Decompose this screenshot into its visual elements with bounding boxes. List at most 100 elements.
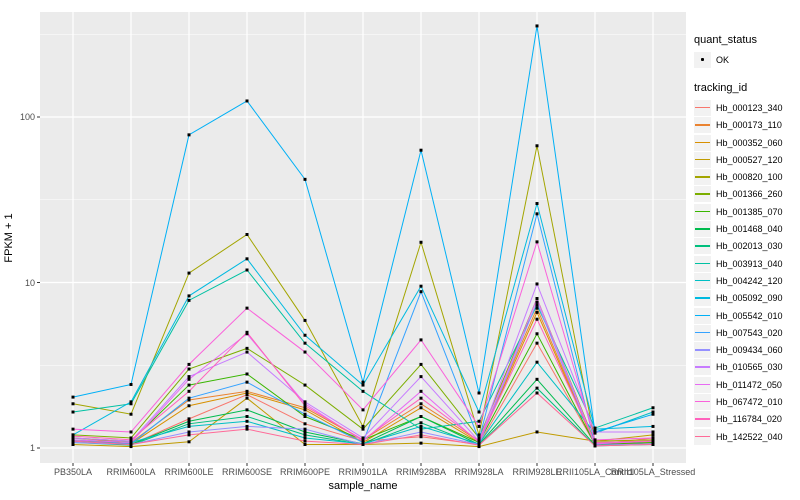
data-point xyxy=(535,341,539,345)
data-point xyxy=(361,424,365,428)
legend-item-Hb_000123_340: Hb_000123_340 xyxy=(694,99,800,116)
data-point xyxy=(361,389,365,393)
legend-item-Hb_000352_060: Hb_000352_060 xyxy=(694,134,800,151)
legend-line-swatch xyxy=(695,314,710,316)
data-point xyxy=(245,257,249,261)
y-tick-label: 100 xyxy=(19,112,35,122)
data-point xyxy=(419,362,423,366)
data-point xyxy=(419,433,423,437)
legend-item-label: Hb_142522_040 xyxy=(716,431,783,442)
legend-line-swatch xyxy=(695,400,710,403)
data-point xyxy=(303,341,307,345)
data-point xyxy=(245,396,249,400)
legend-key xyxy=(694,411,711,428)
legend-item-Hb_005542_010: Hb_005542_010 xyxy=(694,307,800,324)
data-point xyxy=(419,148,423,152)
legend-item-label: Hb_067472_010 xyxy=(716,396,783,407)
data-point xyxy=(303,422,307,426)
data-point xyxy=(187,422,191,426)
data-point xyxy=(593,430,597,434)
data-point xyxy=(71,402,75,406)
data-point xyxy=(245,424,249,428)
data-point xyxy=(477,424,481,428)
legend-item-Hb_001385_070: Hb_001385_070 xyxy=(694,203,800,220)
data-point xyxy=(129,442,133,446)
legend-key xyxy=(694,324,711,341)
data-point xyxy=(535,310,539,314)
data-point xyxy=(361,442,365,446)
data-point xyxy=(419,375,423,379)
data-point xyxy=(535,144,539,148)
data-point xyxy=(187,362,191,366)
data-point xyxy=(593,440,597,444)
legend-key xyxy=(694,307,711,324)
legend-item-label: Hb_003913_040 xyxy=(716,258,783,269)
data-point xyxy=(593,438,597,442)
data-point xyxy=(361,436,365,440)
data-point xyxy=(477,436,481,440)
data-point xyxy=(303,412,307,416)
data-point xyxy=(187,433,191,437)
data-point xyxy=(71,427,75,431)
data-point xyxy=(477,410,481,414)
legend-item-Hb_009434_060: Hb_009434_060 xyxy=(694,341,800,359)
data-point xyxy=(419,402,423,406)
legend-tracking-items: Hb_000123_340 Hb_000173_110 Hb_000352_060 H… xyxy=(694,99,800,445)
data-point xyxy=(303,400,307,404)
data-point xyxy=(535,212,539,216)
data-point xyxy=(303,430,307,434)
legend-key xyxy=(694,272,711,289)
legend-item-label: Hb_000352_060 xyxy=(716,137,783,148)
data-point xyxy=(535,297,539,301)
data-point xyxy=(535,282,539,286)
x-tick-label: RRIM928LA xyxy=(454,467,504,477)
data-point xyxy=(419,435,423,439)
data-point xyxy=(477,439,481,443)
data-point xyxy=(593,427,597,431)
legend-line-swatch xyxy=(695,435,710,438)
data-point xyxy=(129,400,133,404)
legend-line-swatch xyxy=(695,279,710,282)
data-point xyxy=(303,427,307,431)
data-point xyxy=(71,434,75,438)
legend-item-label: OK xyxy=(716,54,730,65)
legend-item-label: Hb_000820_100 xyxy=(716,172,783,183)
legend-item-label: Hb_001468_040 xyxy=(716,224,783,235)
data-point xyxy=(303,406,307,410)
x-tick-label: RRIM901LA xyxy=(338,467,388,477)
data-point xyxy=(303,318,307,322)
legend-item-label: Hb_007543_020 xyxy=(716,327,783,338)
data-point xyxy=(245,350,249,354)
data-point xyxy=(419,424,423,428)
data-point xyxy=(419,427,423,431)
legend-item-label: Hb_000123_340 xyxy=(716,102,783,113)
ok-point-icon xyxy=(700,57,705,62)
data-point xyxy=(419,421,423,425)
legend-item-Hb_007543_020: Hb_007543_020 xyxy=(694,324,800,341)
data-point xyxy=(419,441,423,445)
legend-item-label: Hb_005542_010 xyxy=(716,310,783,321)
legend: quant_status OK tracking_id Hb_000123_34… xyxy=(694,34,800,459)
data-point xyxy=(535,240,539,244)
legend-line-swatch xyxy=(695,176,710,178)
legend-item-Hb_000173_110: Hb_000173_110 xyxy=(694,117,800,134)
data-point xyxy=(419,290,423,294)
data-point xyxy=(245,380,249,384)
data-point xyxy=(419,430,423,434)
data-point xyxy=(651,424,655,428)
data-point xyxy=(71,439,75,443)
legend-item-label: Hb_002013_030 xyxy=(716,241,783,252)
legend-item-label: Hb_000173_110 xyxy=(716,120,782,131)
data-point xyxy=(651,430,655,434)
legend-key xyxy=(694,376,711,393)
legend-key xyxy=(694,342,711,359)
data-point xyxy=(535,303,539,307)
data-point xyxy=(535,306,539,310)
data-point xyxy=(535,377,539,381)
data-point xyxy=(303,350,307,354)
data-point xyxy=(245,415,249,419)
x-tick-label: RRIM600LE xyxy=(164,467,214,477)
data-point xyxy=(303,442,307,446)
legend-item-Hb_000527_120: Hb_000527_120 xyxy=(694,151,800,168)
legend-key xyxy=(694,359,711,376)
